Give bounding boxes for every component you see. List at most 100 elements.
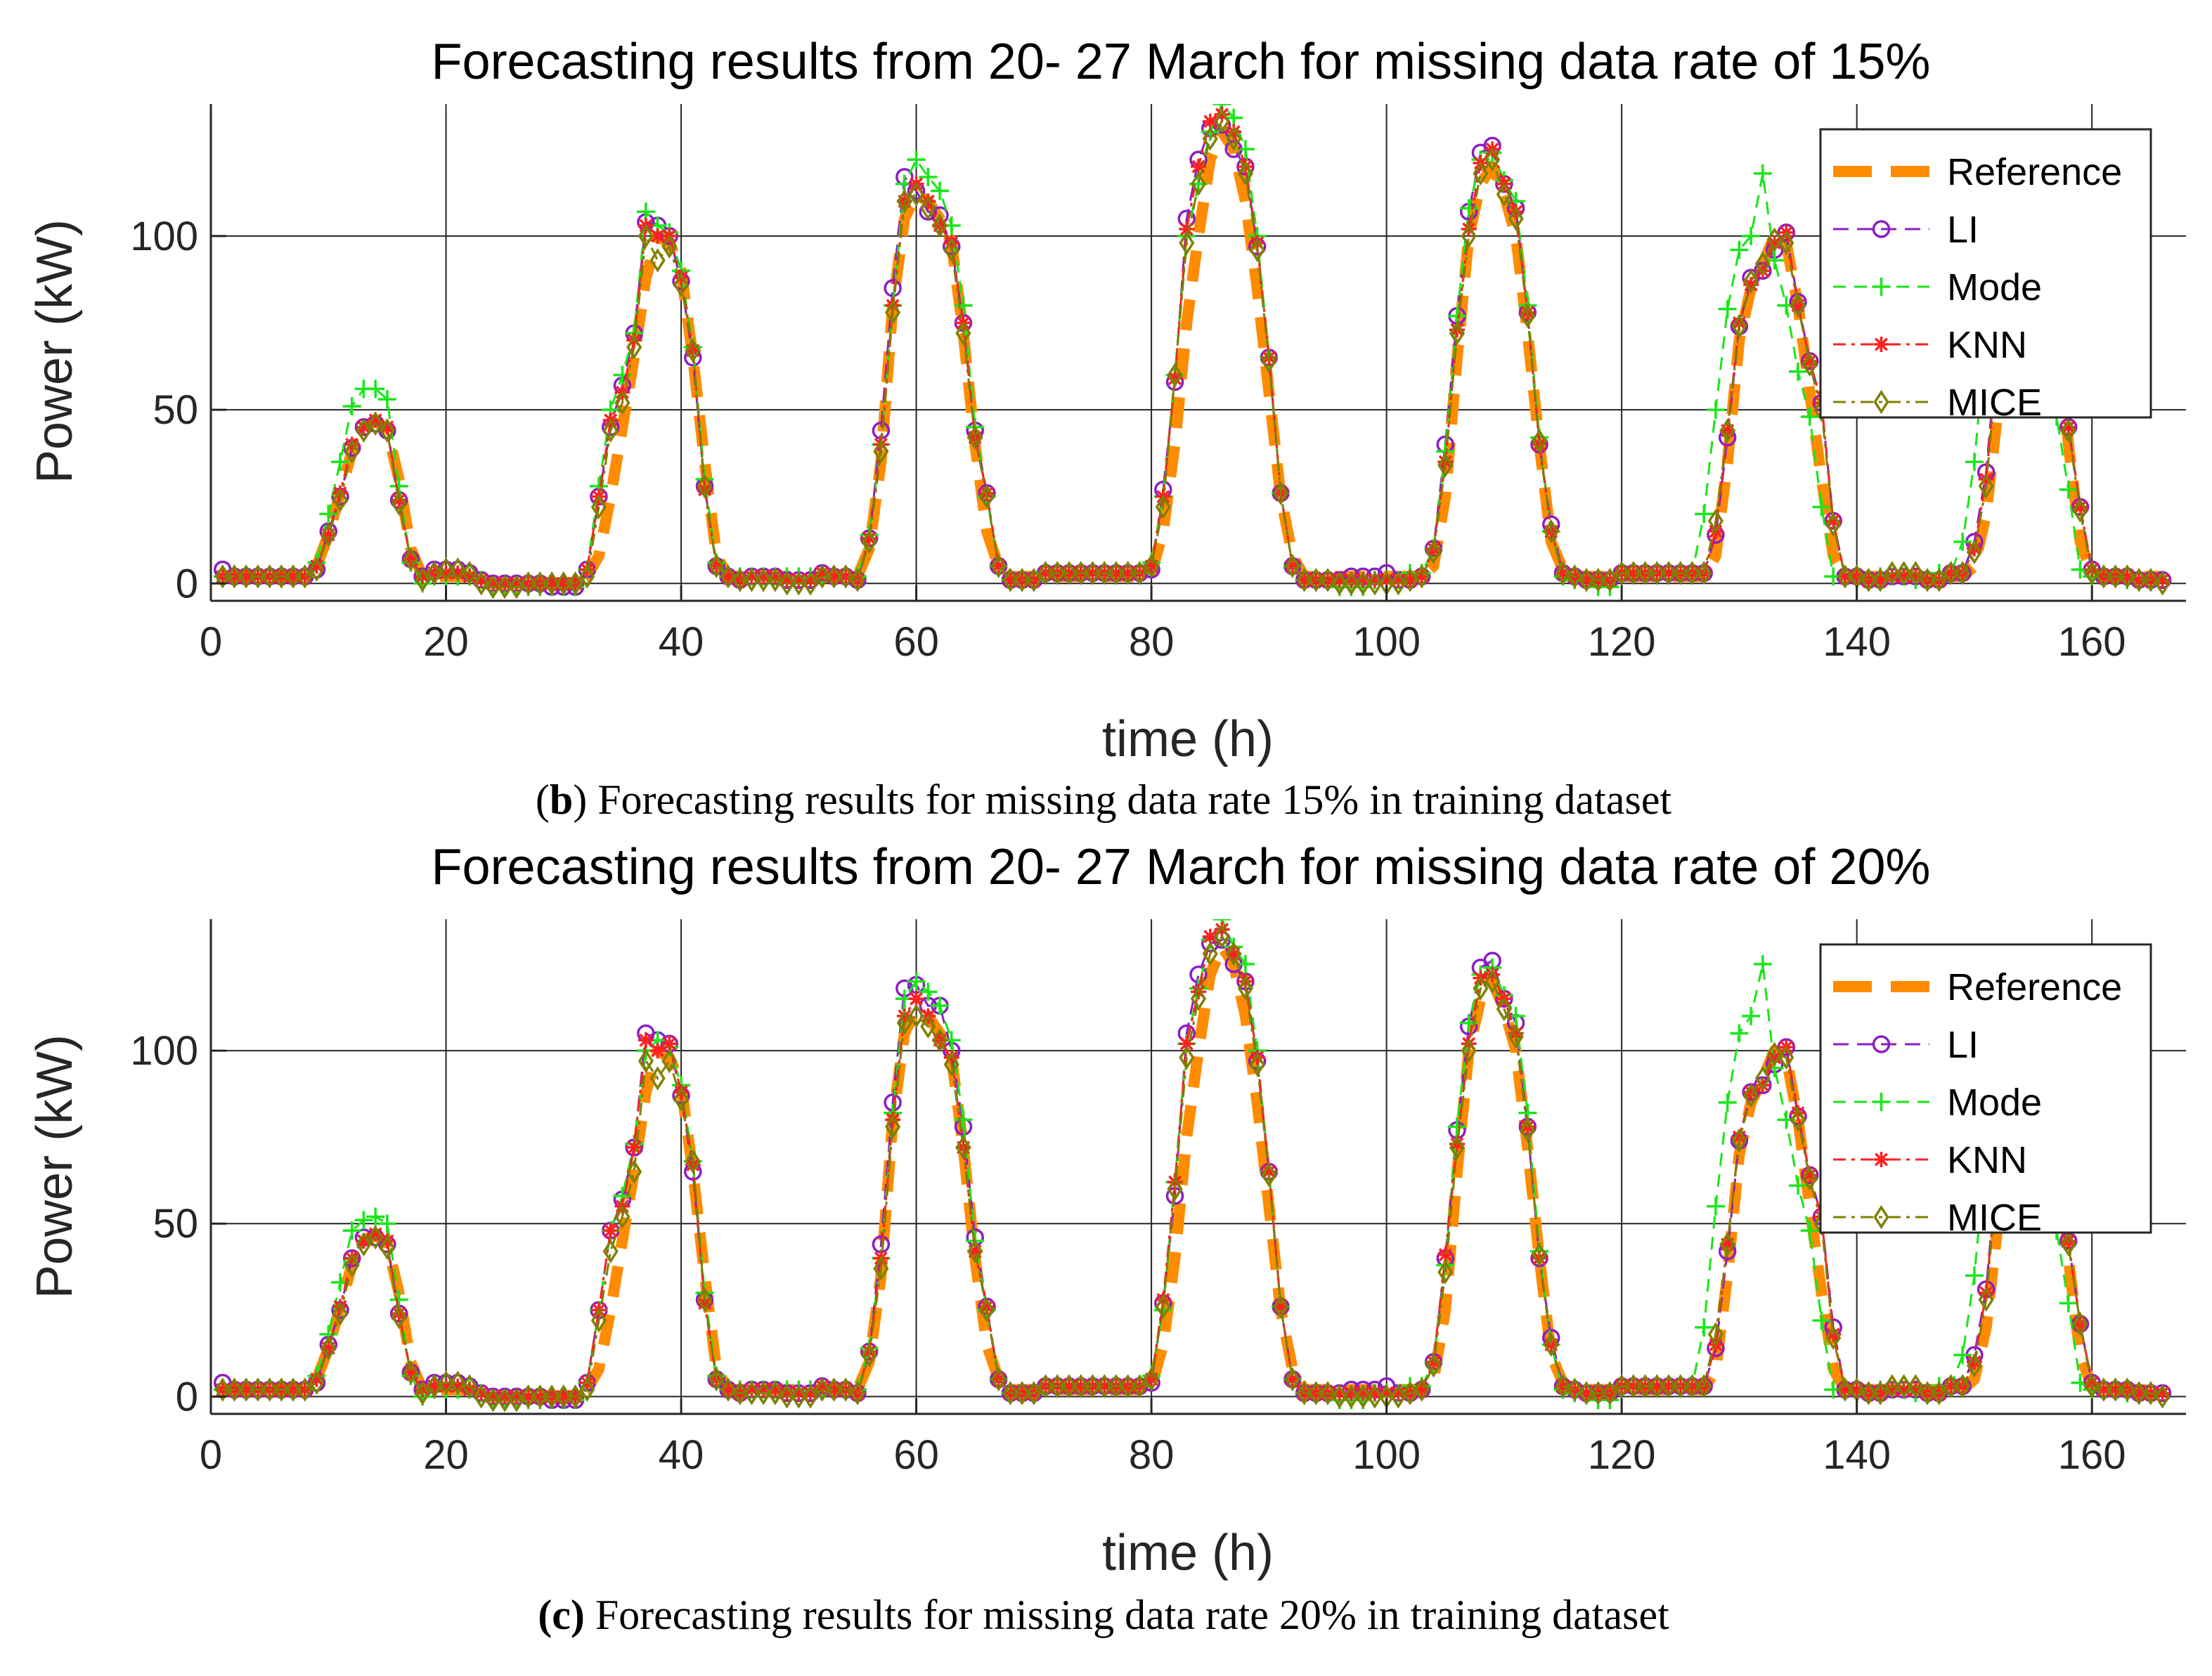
data-point-mice: [1567, 564, 1583, 589]
data-point-knn: [555, 1389, 571, 1405]
data-point-mice: [1284, 554, 1300, 578]
y-tick-label: 0: [176, 561, 198, 606]
data-point-mice: [332, 488, 349, 512]
data-point-knn: [1191, 158, 1206, 174]
data-point-mice: [1202, 941, 1218, 966]
data-point-knn: [450, 565, 466, 581]
data-point-mice: [1202, 126, 1218, 151]
data-point-knn: [1002, 572, 1018, 588]
plot-area: 0 20 40 60 80 100 120 140 160 0 50 100 Reference LI Mo…: [130, 919, 2186, 1478]
data-point-mode: [377, 390, 396, 409]
data-point-mice: [368, 411, 384, 436]
data-point-knn: [2131, 572, 2147, 588]
data-point-mice: [1614, 561, 1630, 585]
x-axis-label: time (h): [1102, 711, 1274, 767]
data-point-knn: [344, 1250, 360, 1266]
data-point-knn: [1167, 1174, 1183, 1190]
data-point-mice: [438, 1370, 454, 1395]
data-point-mice: [697, 474, 713, 499]
data-point-knn: [1237, 158, 1253, 174]
data-point-mice: [1919, 568, 1936, 592]
data-point-knn: [1214, 106, 1230, 122]
y-tick-label: 100: [130, 214, 198, 259]
data-point-mice: [885, 300, 901, 325]
data-point-knn: [1037, 565, 1054, 581]
data-point-knn: [720, 1382, 736, 1398]
data-point-mice: [1308, 1381, 1324, 1405]
data-point-knn: [508, 1389, 524, 1405]
data-point-knn: [1754, 1077, 1771, 1093]
data-point-knn: [1790, 297, 1806, 313]
data-point-mice: [1508, 1025, 1524, 1049]
data-point-mice: [826, 564, 842, 589]
data-point-knn: [1802, 1167, 1818, 1183]
data-point-mode: [954, 296, 973, 315]
data-point-mice: [450, 1370, 466, 1395]
data-point-mice: [638, 223, 654, 249]
data-point-mice: [873, 439, 889, 464]
x-tick-label: 120: [1588, 1432, 1656, 1478]
data-point-mice: [520, 571, 536, 596]
data-point-mice: [1873, 1381, 1889, 1405]
series-markers-mice: [214, 924, 2171, 1412]
data-point-mode: [1706, 401, 1725, 420]
x-tick-label: 140: [1823, 1432, 1891, 1478]
data-point-mode: [1742, 1006, 1761, 1025]
data-point-mice: [1520, 304, 1536, 328]
data-point-mode: [1965, 453, 1984, 472]
legend-marker-mice: [1873, 1204, 1889, 1230]
legend-label-mode: Mode: [1947, 1081, 2042, 1124]
x-tick-label: 100: [1352, 1432, 1421, 1478]
data-point-mice: [2142, 568, 2159, 592]
data-point-knn: [885, 297, 901, 313]
legend-marker-knn: [1873, 1152, 1889, 1167]
data-point-mice: [1167, 1176, 1183, 1202]
data-point-mice: [1543, 1332, 1559, 1357]
data-point-mode: [919, 982, 938, 1001]
data-point-mice: [1073, 561, 1089, 585]
data-point-mice: [709, 554, 725, 578]
data-point-knn: [920, 193, 936, 209]
data-point-mice: [250, 1377, 266, 1402]
data-point-knn: [1908, 569, 1924, 585]
legend-label-li: LI: [1947, 1024, 1979, 1066]
data-point-mice: [297, 1377, 313, 1402]
data-point-knn: [1284, 558, 1300, 574]
data-point-knn: [1249, 1049, 1265, 1065]
y-tick-label: 50: [153, 387, 198, 433]
data-point-mode: [377, 1214, 396, 1233]
data-point-knn: [2107, 1382, 2123, 1398]
data-point-knn: [673, 1084, 690, 1100]
data-point-mice: [1261, 349, 1277, 374]
chart-title: Forecasting results from 20- 27 March fo…: [432, 34, 1931, 90]
data-point-mice: [1414, 1377, 1430, 1402]
data-point-knn: [1202, 113, 1218, 129]
data-point-mice: [485, 574, 501, 599]
x-tick-label: 20: [423, 619, 469, 665]
data-point-knn: [1061, 565, 1078, 581]
data-point-mode: [1236, 955, 1255, 973]
data-point-mice: [1343, 1384, 1359, 1409]
data-point-mice: [391, 491, 407, 516]
data-point-knn: [1355, 1385, 1371, 1401]
data-point-mice: [1778, 230, 1794, 255]
data-point-mice: [1766, 1041, 1783, 1067]
data-point-mice: [450, 557, 466, 582]
data-point-mice: [379, 1235, 395, 1260]
data-point-knn: [1837, 1382, 1853, 1398]
data-point-knn: [943, 1049, 959, 1065]
data-point-knn: [826, 569, 842, 585]
data-point-mice: [214, 564, 231, 589]
data-point-mice: [814, 1377, 830, 1402]
data-point-knn: [1849, 569, 1865, 585]
data-point-mice: [590, 1308, 607, 1333]
data-point-knn: [1191, 984, 1206, 1000]
data-point-mode: [2059, 1294, 2078, 1313]
data-point-mice: [520, 1384, 536, 1409]
data-point-mice: [2119, 1377, 2135, 1402]
data-point-mice: [1425, 1353, 1442, 1378]
data-point-knn: [2084, 1375, 2100, 1391]
data-point-mice: [732, 568, 748, 592]
data-point-mice: [1496, 996, 1512, 1022]
